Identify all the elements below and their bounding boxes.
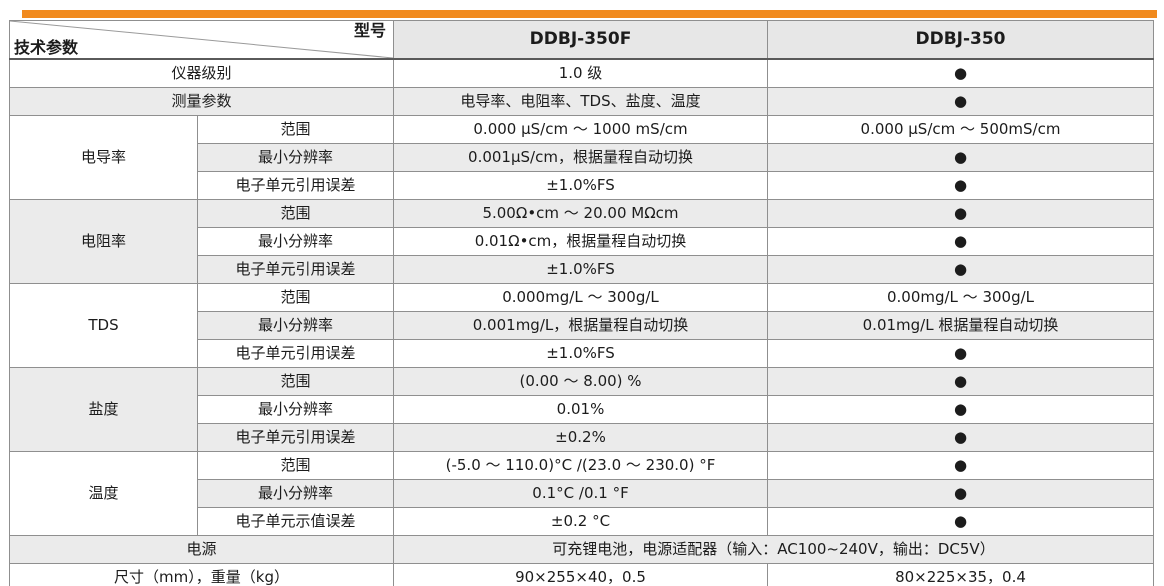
value-ddbj350: 0.00mg/L ～ 300g/L	[767, 283, 1154, 312]
value-ddbj350f: ±0.2%	[393, 423, 768, 452]
row-label: 测量参数	[9, 87, 394, 116]
value-ddbj350: ●	[767, 143, 1154, 172]
value-ddbj350: ●	[767, 227, 1154, 256]
value-ddbj350f: 5.00Ω•cm ～ 20.00 MΩcm	[393, 199, 768, 228]
column-header-ddbj-350f: DDBJ-350F	[393, 20, 768, 60]
row-label: 最小分辨率	[197, 143, 394, 172]
value-ddbj350f: 0.001μS/cm，根据量程自动切换	[393, 143, 768, 172]
value-ddbj350: 80×225×35，0.4	[767, 563, 1154, 586]
table-row: 最小分辨率 0.01% ●	[10, 395, 1154, 424]
value-ddbj350f: ±1.0%FS	[393, 171, 768, 200]
group-cell-conductivity: 电导率	[9, 115, 198, 200]
value-ddbj350: ●	[767, 58, 1154, 88]
row-label: 电子单元引用误差	[197, 255, 394, 284]
table-row: 仪器级别 1.0 级 ●	[9, 58, 1154, 88]
table-row: 电源 可充锂电池，电源适配器（输入：AC100~240V，输出：DC5V）	[9, 535, 1154, 564]
value-ddbj350f: 电导率、电阻率、TDS、盐度、温度	[393, 87, 768, 116]
row-label: 电源	[9, 535, 394, 564]
header-row: 型号 技术参数 DDBJ-350F DDBJ-350	[9, 20, 1154, 60]
table-row: 测量参数 电导率、电阻率、TDS、盐度、温度 ●	[9, 87, 1154, 116]
value-ddbj350: ●	[767, 87, 1154, 116]
value-ddbj350: ●	[767, 479, 1154, 508]
table-row: 电子单元引用误差 ±0.2% ●	[10, 423, 1154, 452]
table-row: 电子单元引用误差 ±1.0%FS ●	[10, 339, 1154, 368]
table-row: 电导率 范围 0.000 μS/cm ～ 1000 mS/cm 0.000 μS…	[9, 115, 1154, 200]
row-label: 范围	[197, 115, 394, 144]
value-ddbj350f: 0.01Ω•cm，根据量程自动切换	[393, 227, 768, 256]
corner-label-model: 型号	[353, 21, 386, 40]
value-ddbj350: 0.000 μS/cm ～ 500mS/cm	[767, 115, 1154, 144]
value-ddbj350: ●	[767, 171, 1154, 200]
value-ddbj350f: 0.1°C /0.1 °F	[393, 479, 768, 508]
row-label: 电子单元引用误差	[197, 171, 394, 200]
group-cell-salinity: 盐度	[9, 367, 198, 452]
value-ddbj350: ●	[767, 339, 1154, 368]
value-ddbj350: ●	[767, 451, 1154, 480]
row-label: 最小分辨率	[197, 227, 394, 256]
value-ddbj350f: ±1.0%FS	[393, 255, 768, 284]
group-cell-temperature: 温度	[9, 451, 198, 536]
column-header-ddbj-350: DDBJ-350	[767, 20, 1154, 60]
accent-top-bar	[22, 10, 1157, 18]
row-label: 范围	[197, 199, 394, 228]
value-ddbj350: ●	[767, 507, 1154, 536]
value-ddbj350f: ±1.0%FS	[393, 339, 768, 368]
value-ddbj350f: 90×255×40，0.5	[393, 563, 768, 586]
value-ddbj350f: 0.000mg/L ～ 300g/L	[393, 283, 768, 312]
row-label: 最小分辨率	[197, 311, 394, 340]
group-cell-resistivity: 电阻率	[9, 199, 198, 284]
value-ddbj350f: 0.01%	[393, 395, 768, 424]
value-ddbj350: ●	[767, 199, 1154, 228]
value-ddbj350: ●	[767, 395, 1154, 424]
diagonal-divider	[10, 21, 393, 58]
table-row: 电阻率 范围 5.00Ω•cm ～ 20.00 MΩcm ●	[9, 199, 1154, 284]
table-row: 最小分辨率 0.1°C /0.1 °F ●	[10, 479, 1154, 508]
value-ddbj350f: 0.001mg/L，根据量程自动切换	[393, 311, 768, 340]
table-row: 盐度 范围 (0.00 ～ 8.00) % ●	[9, 367, 1154, 452]
group-cell-tds: TDS	[9, 283, 198, 368]
value-ddbj350f: ±0.2 °C	[393, 507, 768, 536]
row-label: 范围	[197, 451, 394, 480]
row-label: 电子单元引用误差	[197, 339, 394, 368]
row-label: 电子单元示值误差	[197, 507, 394, 536]
corner-label-tech-params: 技术参数	[14, 38, 79, 58]
table-row: TDS 范围 0.000mg/L ～ 300g/L 0.00mg/L ～ 300…	[9, 283, 1154, 368]
value-ddbj350: ●	[767, 255, 1154, 284]
value-ddbj350: ●	[767, 367, 1154, 396]
spec-table: 型号 技术参数 DDBJ-350F DDBJ-350 仪器级别 1.0 级 ● …	[9, 20, 1154, 586]
row-label: 范围	[197, 367, 394, 396]
value-ddbj350f: (0.00 ～ 8.00) %	[393, 367, 768, 396]
value-ddbj350f: (-5.0 ～ 110.0)°C /(23.0 ～ 230.0) °F	[393, 451, 768, 480]
row-label: 范围	[197, 283, 394, 312]
row-label: 最小分辨率	[197, 479, 394, 508]
row-label: 仪器级别	[9, 58, 394, 88]
power-value: 可充锂电池，电源适配器（输入：AC100~240V，输出：DC5V）	[393, 535, 1154, 564]
corner-header-cell: 型号 技术参数	[9, 20, 394, 60]
row-label: 最小分辨率	[197, 395, 394, 424]
value-ddbj350: 0.01mg/L 根据量程自动切换	[767, 311, 1154, 340]
row-label: 电子单元引用误差	[197, 423, 394, 452]
value-ddbj350f: 1.0 级	[393, 58, 768, 88]
row-label: 尺寸（mm），重量（kg）	[9, 563, 394, 586]
table-row: 尺寸（mm），重量（kg） 90×255×40，0.5 80×225×35，0.…	[9, 563, 1154, 586]
value-ddbj350: ●	[767, 423, 1154, 452]
value-ddbj350f: 0.000 μS/cm ～ 1000 mS/cm	[393, 115, 768, 144]
table-row: 最小分辨率 0.001mg/L，根据量程自动切换 0.01mg/L 根据量程自动…	[10, 311, 1154, 340]
table-row: 温度 范围 (-5.0 ～ 110.0)°C /(23.0 ～ 230.0) °…	[9, 451, 1154, 536]
